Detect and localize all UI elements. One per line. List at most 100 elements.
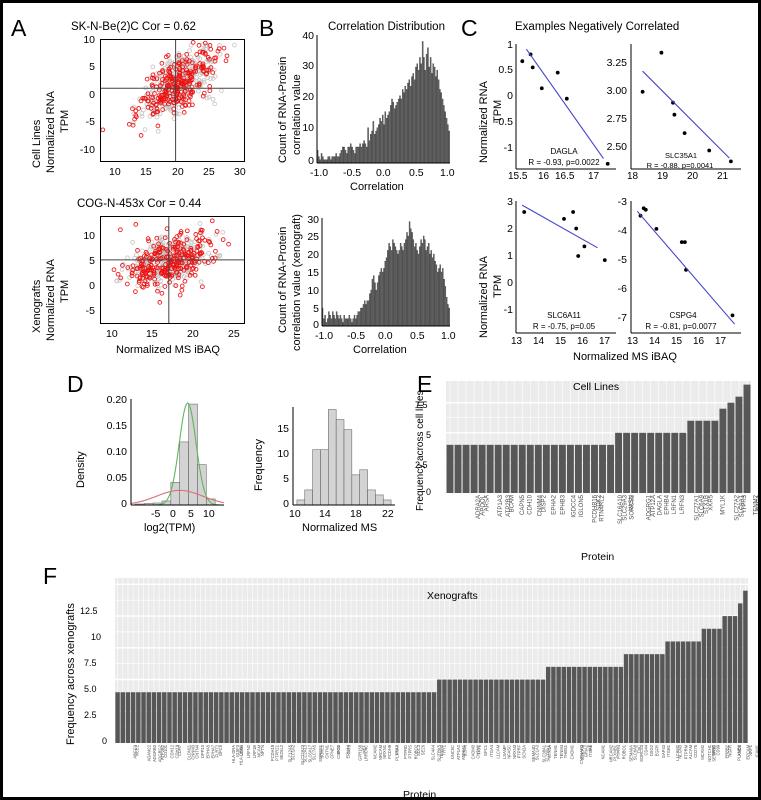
panelC-dagla-ytick-3: -0.5 [494, 116, 513, 128]
panelC-slc6a11-xtick-2: 15 [555, 336, 567, 347]
panelC-slc35a1-gene: SLC35A1 [664, 151, 698, 160]
bar-category-label: ATP12A [650, 495, 657, 517]
panelC-dagla-ytick-2: 0 [507, 90, 513, 102]
panelB-top-xtick-3: 0.5 [409, 167, 424, 179]
panelC-slc6a11-ytick-3: 0 [507, 277, 513, 289]
panelE-plot-area [446, 381, 751, 494]
panelD-left-ytick-4: 0.20 [106, 394, 127, 406]
bar-category-label: MYL1K [720, 495, 727, 515]
panelC-dagla-gene: DAGLA [550, 147, 578, 156]
panelB-bottom-ytick-6: 30 [307, 214, 319, 226]
panelA-top-title: SK-N-Be(2)C Cor = 0.62 [71, 21, 196, 33]
panelA-top-xtick-1: 15 [140, 166, 152, 178]
bar-category-label: CDH10 [528, 495, 535, 515]
panelC-cspg4-xtick-3: 16 [693, 336, 705, 347]
panelC-slc6a11-gene: SLC6A11 [547, 311, 581, 320]
bar-category-label: NRP1 [747, 745, 753, 756]
bar-category-label: SLC1A3 [533, 745, 539, 761]
bar-category-label: ADGRB3 [151, 745, 157, 762]
panelC-slc35a1-ytick-3: 2.50 [606, 141, 627, 153]
bar-category-label: UNC5C [449, 745, 455, 760]
panelA-xlabel: Normalized MS iBAQ [116, 344, 220, 356]
panelA-bottom-title: COG-N-453x Cor = 0.44 [77, 198, 202, 210]
panelC-cspg4-ytick-3: -6 [617, 283, 627, 295]
bar-category-label: THBS1 [563, 745, 569, 759]
panelA-bottom-ytick-2: 0 [89, 280, 95, 292]
panelB-bottom-ylabel-1: Count of RNA-Protein [277, 226, 289, 333]
bar-category-label: CDH7 [177, 745, 183, 757]
panelD-right-ytick-1: 5 [283, 473, 289, 485]
panelA-ylabel-1: Normalized RNA [45, 91, 57, 173]
panelF-plot-area [115, 578, 748, 744]
panelB-bottom-ytick-5: 25 [307, 231, 319, 243]
panelD-right-ylabel: Frequency [253, 439, 265, 491]
panelB-bottom-xtick-4: 1.0 [441, 330, 456, 342]
bar-category-label: EPHA2 [552, 495, 559, 515]
panelA-bottom-ytick-0: 10 [83, 230, 95, 242]
bar-category-label: CD276 [692, 745, 698, 758]
panelF-ytick-1: 2.5 [84, 710, 97, 720]
panelD-left-xtick-3: 10 [203, 508, 215, 520]
panelC-cspg4-ytick-1: -4 [617, 225, 627, 237]
bar-category-label: IGLON5 [578, 495, 585, 518]
panelA-top-ytick-4: -10 [79, 144, 95, 156]
panelD-left-svg [130, 399, 225, 506]
bar-category-label: PTPRS [407, 745, 413, 759]
bar-category-label: MET [361, 745, 367, 754]
panelC-slc6a11-plot [515, 201, 616, 334]
panelC-dagla-plot [515, 44, 616, 170]
panelC-xlabel: Normalized MS iBAQ [573, 351, 677, 363]
panelD-right-xtick-1: 14 [319, 508, 331, 520]
bar-category-label: CDH12 [168, 745, 174, 759]
panelD-left-ytick-1: 0.05 [106, 472, 127, 484]
panelB-bottom-ytick-1: 5 [313, 303, 319, 315]
panel-label-e: E [417, 371, 433, 397]
panelD-left-xtick-0: -5 [151, 508, 161, 520]
bar-category-label: LDAH [239, 745, 245, 756]
bar-category-label: ITGA4 [489, 745, 495, 757]
bar-category-label: TENM1 [553, 745, 559, 759]
panelB-top-ylabel-2: correlation value [291, 74, 303, 155]
panelB-top-xtick-4: 1.0 [440, 167, 455, 179]
panelC-dagla-ytick-0: 1 [507, 39, 513, 51]
bar-category-label: GPC1 [483, 745, 489, 757]
panelC-slc35a1-xtick-3: 21 [717, 171, 729, 182]
panelB-top-ytick-0: 0 [308, 155, 314, 167]
panelC-slc35a1-svg [630, 44, 741, 170]
panelF-ytick-0: 0 [102, 736, 108, 746]
bar-category-label: MCAM2 [699, 745, 705, 760]
panelC-cspg4-gene: CSPG4 [669, 311, 697, 320]
bar-category-label: CD101 [163, 745, 169, 758]
panelA-bottom-ytick-3: -5 [85, 305, 95, 317]
panelC-title: Examples Negatively Correlated [515, 21, 680, 33]
panelC-cspg4-xtick-2: 15 [671, 336, 683, 347]
panelD-left-plot [130, 399, 225, 506]
panelB-bottom-xtick-0: -1.0 [315, 330, 334, 342]
bar-category-label: ROBO1 [621, 745, 627, 760]
panelA-bottom-ytick-1: 5 [89, 255, 95, 267]
panelE-xlabel: Protein [581, 551, 615, 563]
panelC-dagla-ytick-4: -1 [503, 142, 513, 154]
panelA-top-ytick-0: 10 [83, 34, 95, 46]
bar-category-label: NLGN3 [677, 745, 683, 759]
bar-category-label: EPHB4 [664, 495, 671, 515]
bar-category-label: NGFR [727, 745, 733, 757]
panelF-svg [115, 578, 748, 744]
bar-category-label: NPTN [260, 745, 266, 757]
panel-label-c: C [461, 15, 478, 41]
panelE-ytick-1: 2.5 [415, 460, 428, 470]
bar-category-label: CADM1 [569, 745, 575, 760]
panelA-rowlabel-celllines: Cell Lines [31, 119, 43, 168]
panelA-bottom-xtick-2: 20 [187, 328, 199, 340]
bar-category-label: KIT [587, 745, 593, 752]
panelC-dagla-xtick-1: 16 [538, 171, 550, 182]
panelB-top-xtick-2: 0.0 [376, 167, 391, 179]
panelC-slc35a1-xtick-2: 20 [687, 171, 699, 182]
panelC-cspg4-svg [630, 201, 741, 334]
panelD-right-ytick-3: 15 [277, 423, 289, 435]
bar-category-label: SEZ6 [420, 745, 425, 756]
bar-category-label: ICAM1 [754, 745, 760, 758]
panelB-top-xtick-1: -0.5 [343, 167, 362, 179]
panelC-cspg4-ytick-0: -3 [617, 196, 627, 208]
